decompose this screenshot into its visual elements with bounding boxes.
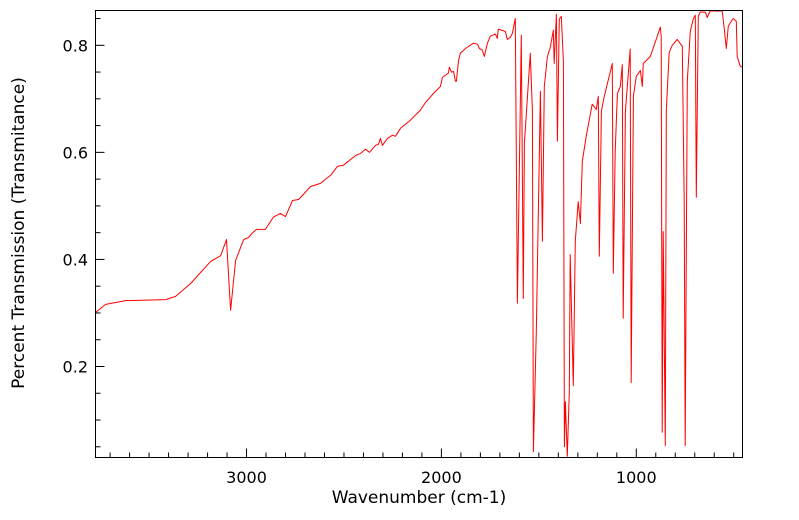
plot-frame — [95, 10, 743, 458]
y-tick-label: 0.8 — [63, 36, 88, 55]
axis-ticks — [95, 18, 735, 458]
x-tick-label: 3000 — [226, 468, 267, 487]
spectrum-line — [95, 10, 743, 457]
y-tick-label: 0.6 — [63, 143, 88, 162]
x-tick-labels: 3000 2000 1000 — [226, 468, 656, 487]
y-tick-label: 0.4 — [63, 250, 88, 269]
y-axis-label: Percent Transmission (Transmitance) — [9, 77, 29, 389]
x-tick-label: 1000 — [616, 468, 657, 487]
x-axis-label: Wavenumber (cm-1) — [332, 488, 507, 508]
y-tick-labels: 0.2 0.4 0.6 0.8 — [63, 36, 88, 376]
y-tick-label: 0.2 — [63, 357, 88, 376]
x-tick-label: 2000 — [421, 468, 462, 487]
